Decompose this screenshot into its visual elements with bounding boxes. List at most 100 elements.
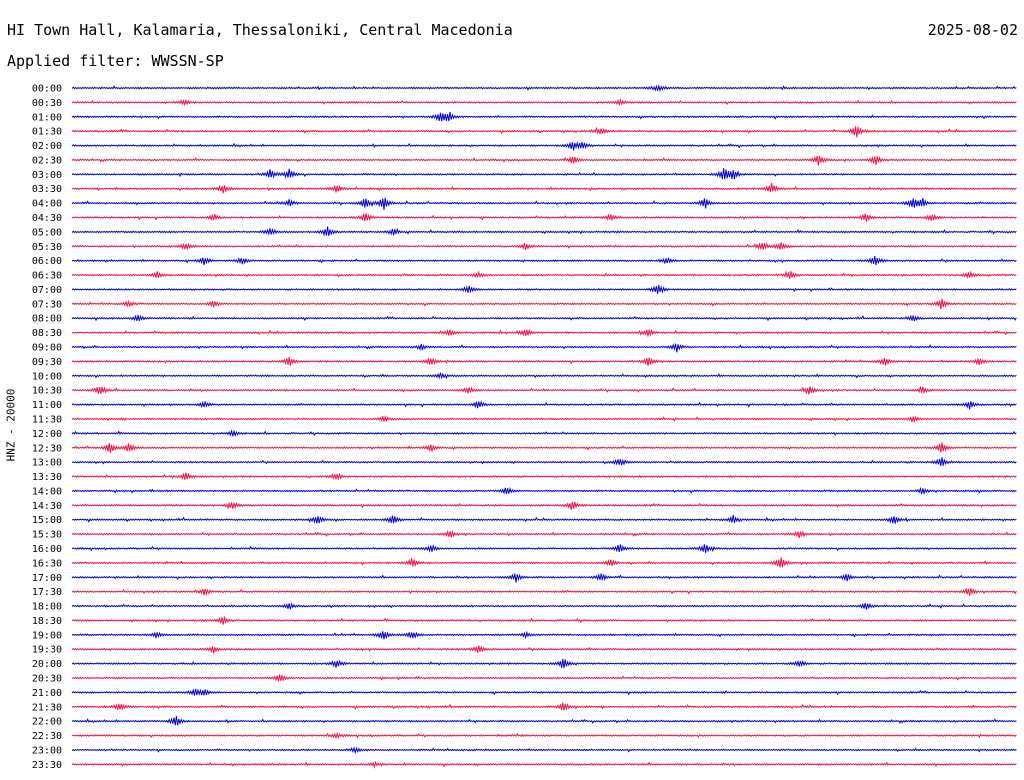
- trace-row-0430: [71, 213, 1017, 222]
- row-time-label: 16:00: [32, 544, 62, 555]
- trace-row-0800: [71, 314, 1017, 322]
- row-time-label: 05:00: [32, 227, 62, 238]
- row-time-label: 04:00: [32, 199, 62, 210]
- trace-row-1800: [71, 602, 1017, 610]
- row-time-label: 06:00: [32, 256, 62, 267]
- row-time-label: 21:30: [32, 702, 62, 713]
- trace-row-0500: [71, 226, 1017, 237]
- trace-row-1000: [71, 372, 1017, 380]
- trace-row-1600: [71, 544, 1017, 553]
- row-time-label: 02:30: [32, 155, 62, 166]
- trace-row-1700: [71, 573, 1017, 583]
- row-time-label: 17:30: [32, 587, 62, 598]
- trace-row-1330: [71, 472, 1017, 481]
- trace-row-2300: [71, 746, 1017, 755]
- row-time-label: 19:00: [32, 630, 62, 641]
- row-time-label: 10:30: [32, 386, 62, 397]
- trace-row-1530: [71, 529, 1017, 539]
- trace-row-1830: [71, 616, 1017, 625]
- trace-row-0030: [71, 98, 1017, 107]
- row-time-label: 13:00: [32, 458, 62, 469]
- trace-row-0300: [71, 168, 1017, 180]
- trace-row-0230: [71, 155, 1017, 166]
- trace-row-0600: [71, 255, 1017, 266]
- trace-row-1630: [71, 557, 1017, 568]
- trace-row-1430: [71, 501, 1017, 510]
- row-time-label: 22:30: [32, 731, 62, 742]
- row-time-label: 10:00: [32, 371, 62, 382]
- row-time-label: 06:30: [32, 271, 62, 282]
- trace-row-1400: [71, 486, 1017, 495]
- trace-row-2200: [71, 715, 1017, 726]
- trace-row-2030: [71, 673, 1017, 682]
- trace-row-0730: [71, 298, 1017, 309]
- row-time-label: 15:30: [32, 530, 62, 541]
- row-time-label: 23:00: [32, 745, 62, 756]
- row-time-label: 12:30: [32, 443, 62, 454]
- row-time-label: 14:30: [32, 501, 62, 512]
- row-time-label: 09:00: [32, 343, 62, 354]
- date-label: 2025-08-02: [927, 21, 1018, 39]
- row-time-label: 01:30: [32, 127, 62, 138]
- trace-row-2330: [71, 760, 1017, 769]
- row-time-label: 07:00: [32, 285, 62, 296]
- row-time-label: 15:00: [32, 515, 62, 526]
- row-time-label: 04:30: [32, 213, 62, 224]
- trace-row-1130: [71, 415, 1017, 424]
- row-time-label: 02:00: [32, 141, 62, 152]
- trace-row-0630: [71, 270, 1017, 279]
- trace-row-0830: [71, 328, 1017, 337]
- row-time-label: 14:00: [32, 486, 62, 497]
- row-time-label: 01:00: [32, 112, 62, 123]
- station-title: HI Town Hall, Kalamaria, Thessaloniki, C…: [7, 21, 513, 39]
- trace-row-1030: [71, 386, 1017, 395]
- trace-row-0400: [71, 197, 1017, 210]
- trace-row-0200: [71, 140, 1017, 151]
- trace-row-1230: [71, 442, 1017, 454]
- row-time-label: 08:00: [32, 314, 62, 325]
- trace-row-0100: [71, 111, 1017, 122]
- row-time-label: 16:30: [32, 558, 62, 569]
- trace-row-0000: [71, 83, 1017, 93]
- trace-row-0530: [71, 242, 1017, 251]
- row-time-label: 22:00: [32, 717, 62, 728]
- row-time-label: 12:00: [32, 429, 62, 440]
- row-time-label: 11:00: [32, 400, 62, 411]
- trace-row-1100: [71, 400, 1017, 410]
- row-time-label: 03:30: [32, 184, 62, 195]
- trace-row-0130: [71, 126, 1017, 138]
- trace-row-2100: [71, 688, 1017, 696]
- trace-row-1730: [71, 587, 1017, 596]
- row-time-label: 13:30: [32, 472, 62, 483]
- filter-label: Applied filter: WWSSN-SP: [7, 52, 224, 70]
- trace-row-2230: [71, 731, 1017, 740]
- row-time-label: 18:00: [32, 602, 62, 613]
- trace-row-0930: [71, 356, 1017, 367]
- row-time-label: 20:30: [32, 673, 62, 684]
- row-time-label: 18:30: [32, 616, 62, 627]
- trace-row-1930: [71, 645, 1017, 654]
- trace-row-1200: [71, 429, 1017, 437]
- trace-row-0330: [71, 182, 1017, 194]
- trace-row-2000: [71, 658, 1017, 669]
- row-time-label: 05:30: [32, 242, 62, 253]
- row-time-label: 00:30: [32, 98, 62, 109]
- row-time-label: 23:30: [32, 760, 62, 771]
- trace-row-1900: [71, 630, 1017, 640]
- row-time-label: 11:30: [32, 414, 62, 425]
- trace-row-0700: [71, 284, 1017, 294]
- trace-row-0900: [71, 343, 1017, 353]
- row-time-label: 19:30: [32, 645, 62, 656]
- trace-row-1300: [71, 457, 1017, 466]
- trace-row-1500: [71, 515, 1017, 524]
- trace-row-2130: [71, 702, 1017, 711]
- row-time-label: 09:30: [32, 357, 62, 368]
- row-time-label: 08:30: [32, 328, 62, 339]
- row-time-label: 07:30: [32, 299, 62, 310]
- row-time-label: 21:00: [32, 688, 62, 699]
- row-time-label: 00:00: [32, 84, 62, 95]
- row-time-label: 20:00: [32, 659, 62, 670]
- row-time-label: 17:00: [32, 573, 62, 584]
- row-time-label: 03:00: [32, 170, 62, 181]
